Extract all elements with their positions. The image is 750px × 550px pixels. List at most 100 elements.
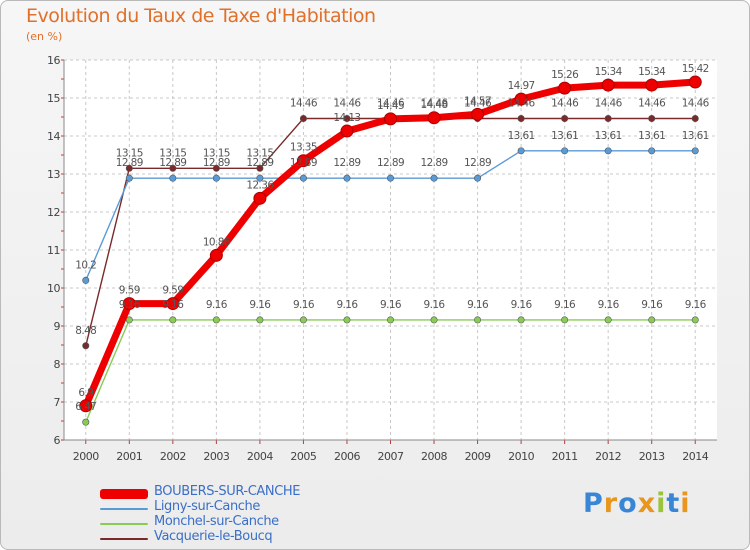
data-label: 14.46 xyxy=(290,98,318,110)
data-point xyxy=(691,115,699,123)
logo-letter: P xyxy=(583,488,604,519)
data-label: 14.48 xyxy=(421,99,448,111)
legend-swatch xyxy=(100,489,148,499)
data-label: 9.16 xyxy=(162,299,184,311)
data-point xyxy=(648,147,656,155)
data-point xyxy=(256,174,264,182)
data-label: 13.61 xyxy=(595,130,622,142)
data-label: 15.34 xyxy=(595,66,623,78)
data-label: 14.46 xyxy=(508,98,536,110)
data-label: 13.15 xyxy=(159,147,186,159)
legend-swatch xyxy=(100,538,148,540)
data-point xyxy=(688,75,702,89)
data-point xyxy=(601,78,615,92)
data-point xyxy=(82,418,90,426)
data-point xyxy=(386,174,394,182)
data-point xyxy=(604,115,612,123)
data-label: 14.45 xyxy=(377,100,404,112)
data-point xyxy=(212,174,220,182)
data-point xyxy=(648,115,656,123)
data-label: 9.16 xyxy=(119,299,141,311)
data-point xyxy=(256,164,264,172)
y-tick-label: 6 xyxy=(54,434,61,447)
data-label: 9.16 xyxy=(511,299,533,311)
data-label: 12.89 xyxy=(333,157,360,169)
data-label: 14.46 xyxy=(682,98,710,110)
logo-letter: r xyxy=(603,488,619,519)
proxiti-logo: Proxiti xyxy=(583,488,691,519)
x-tick-label: 2007 xyxy=(378,450,404,463)
legend-label: Monchel-sur-Canche xyxy=(154,514,279,529)
x-tick-label: 2004 xyxy=(247,450,273,463)
data-label: 13.61 xyxy=(682,130,709,142)
logo-letter: x xyxy=(637,488,657,519)
data-point xyxy=(471,107,485,121)
data-label: 10.2 xyxy=(75,259,96,271)
data-label: 6.47 xyxy=(75,401,96,413)
data-point xyxy=(343,115,351,123)
data-point xyxy=(253,191,267,205)
data-label: 14.46 xyxy=(333,98,361,110)
y-tick-label: 16 xyxy=(47,54,60,67)
data-point xyxy=(558,81,572,95)
chart-unit-label: (en %) xyxy=(26,30,63,43)
x-tick-label: 2005 xyxy=(290,450,316,463)
data-point xyxy=(386,316,394,324)
data-label: 15.34 xyxy=(638,66,666,78)
y-tick-label: 7 xyxy=(54,396,61,409)
y-tick-label: 12 xyxy=(47,206,60,219)
data-label: 13.15 xyxy=(203,147,230,159)
y-tick-label: 11 xyxy=(47,244,60,257)
data-point xyxy=(517,316,525,324)
data-label: 9.16 xyxy=(685,299,707,311)
data-point xyxy=(474,174,482,182)
data-label: 9.16 xyxy=(598,299,620,311)
x-tick-label: 2009 xyxy=(465,450,491,463)
data-label: 9.16 xyxy=(293,299,315,311)
data-point xyxy=(340,124,354,138)
data-point xyxy=(169,316,177,324)
data-point xyxy=(427,111,441,125)
data-point xyxy=(517,147,525,155)
x-tick-label: 2002 xyxy=(160,450,186,463)
data-label: 13.15 xyxy=(116,147,143,159)
data-point xyxy=(82,342,90,350)
data-label: 14.46 xyxy=(595,98,623,110)
data-point xyxy=(166,297,180,311)
data-point xyxy=(604,316,612,324)
data-label: 15.26 xyxy=(551,69,579,81)
x-tick-label: 2000 xyxy=(73,450,99,463)
data-point xyxy=(691,316,699,324)
y-tick-label: 10 xyxy=(47,282,60,295)
data-label: 9.59 xyxy=(119,285,140,297)
data-label: 12.36 xyxy=(246,179,274,191)
data-point xyxy=(561,316,569,324)
legend-swatch xyxy=(100,508,148,510)
data-point xyxy=(299,174,307,182)
y-tick-label: 8 xyxy=(54,358,61,371)
data-label: 6.9 xyxy=(78,387,93,399)
y-tick-label: 15 xyxy=(47,92,60,105)
data-label: 14.57 xyxy=(464,95,491,107)
data-label: 12.89 xyxy=(464,157,491,169)
y-tick-label: 14 xyxy=(47,130,60,143)
data-point xyxy=(209,248,223,262)
data-label: 12.89 xyxy=(377,157,404,169)
data-label: 9.59 xyxy=(162,285,183,297)
data-label: 9.16 xyxy=(206,299,228,311)
data-point xyxy=(561,147,569,155)
data-point xyxy=(299,316,307,324)
data-point xyxy=(79,399,93,413)
data-label: 14.46 xyxy=(638,98,666,110)
data-label: 13.61 xyxy=(638,130,665,142)
data-point xyxy=(430,316,438,324)
data-label: 13.61 xyxy=(551,130,578,142)
data-point xyxy=(122,297,136,311)
data-label: 15.42 xyxy=(682,63,709,75)
data-point xyxy=(604,147,612,155)
x-tick-label: 2008 xyxy=(421,450,447,463)
x-tick-label: 2006 xyxy=(334,450,360,463)
data-label: 12.89 xyxy=(203,157,230,169)
x-tick-label: 2010 xyxy=(508,450,534,463)
data-point xyxy=(648,316,656,324)
